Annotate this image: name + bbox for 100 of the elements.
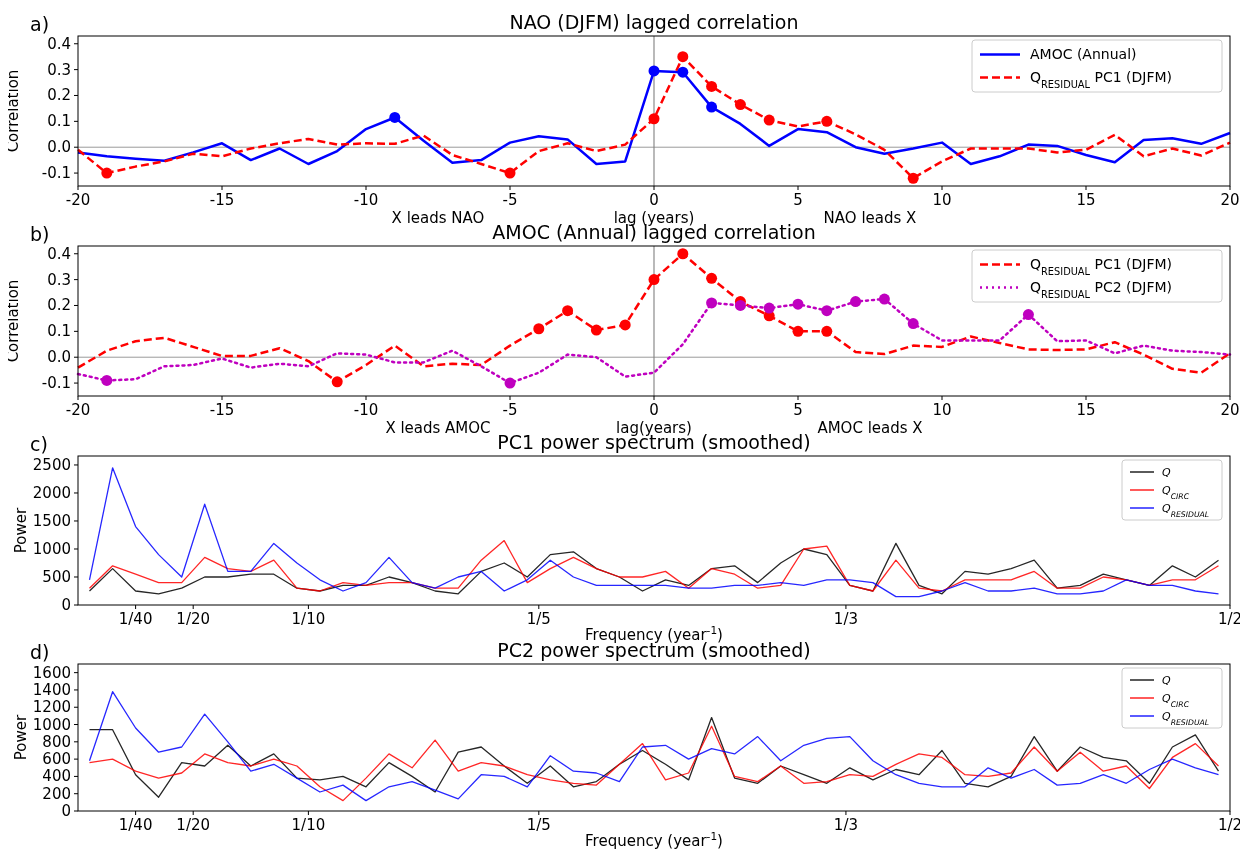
x-tick-label: 1/2 <box>1217 816 1243 834</box>
y-tick-label: 1000 <box>32 715 71 734</box>
y-tick-label: 0.1 <box>47 112 71 131</box>
point <box>504 167 516 179</box>
point <box>821 115 833 127</box>
x-tick-label: -15 <box>209 401 235 419</box>
y-tick-label: 400 <box>42 767 71 786</box>
point <box>389 111 401 123</box>
line-series <box>88 467 1220 598</box>
point <box>101 374 113 386</box>
y-tick-label: 1500 <box>32 511 71 530</box>
text: NAO leads X <box>823 209 917 227</box>
point <box>590 324 602 336</box>
x-tick-label: -5 <box>502 191 518 209</box>
y-tick-label: 0.3 <box>47 270 71 289</box>
point <box>706 272 718 284</box>
line-series <box>88 691 1220 802</box>
point <box>850 296 862 308</box>
legend-label: AMOC (Annual) <box>1030 46 1137 63</box>
y-tick-label: 500 <box>42 567 71 586</box>
y-tick-label: 0.1 <box>47 322 71 341</box>
line-series <box>88 725 1220 802</box>
point <box>562 305 574 317</box>
x-tick-label: -10 <box>353 191 379 209</box>
x-tick-label: -5 <box>502 401 518 419</box>
y-tick-label: -0.1 <box>41 164 71 183</box>
y-tick-label: 200 <box>42 784 71 803</box>
point <box>648 65 660 77</box>
point <box>504 377 516 389</box>
point <box>821 305 833 317</box>
y-tick-label: 1000 <box>32 539 71 558</box>
point <box>648 274 660 286</box>
text: X leads AMOC <box>385 419 491 437</box>
x-tick-label: 15 <box>1076 401 1096 419</box>
y-tick-label: 2500 <box>32 455 71 474</box>
point <box>677 51 689 63</box>
legend-label: Q$_{RESIDUAL}$ PC1 (DJFM) <box>1030 69 1173 90</box>
legend-label: Q$_{RESIDUAL}$ PC1 (DJFM) <box>1030 256 1173 277</box>
x-tick-label: 1/3 <box>833 816 858 834</box>
y-tick-label: 1400 <box>32 680 71 699</box>
y-tick-label: 1200 <box>32 698 71 717</box>
point <box>763 114 775 126</box>
x-tick-label: 1/40 <box>118 816 153 834</box>
y-tick-label: 0 <box>61 596 71 614</box>
x-tick-label: 1/3 <box>833 610 858 628</box>
x-tick-label: 15 <box>1076 191 1096 209</box>
point <box>706 80 718 92</box>
legend-label: Q$_{RESIDUAL}$ PC2 (DJFM) <box>1030 279 1173 300</box>
y-axis-title: Power <box>12 714 30 761</box>
text: AMOC leads X <box>817 419 923 437</box>
x-tick-label: 20 <box>1220 191 1240 209</box>
point <box>619 319 631 331</box>
x-tick-label: 5 <box>793 191 803 209</box>
x-tick-label: -10 <box>353 401 379 419</box>
point <box>792 298 804 310</box>
y-tick-label: 0.2 <box>47 86 71 105</box>
x-tick-label: 1/5 <box>526 610 551 628</box>
x-tick-label: 5 <box>793 401 803 419</box>
y-tick-label: 0.3 <box>47 60 71 79</box>
text: d) <box>30 641 50 663</box>
x-tick-label: 10 <box>932 191 952 209</box>
point <box>706 297 718 309</box>
y-tick-label: 0.2 <box>47 296 71 315</box>
y-tick-label: 2000 <box>32 483 71 502</box>
text: X leads NAO <box>391 209 485 227</box>
y-tick-label: 600 <box>42 750 71 769</box>
text: b) <box>30 223 50 245</box>
x-tick-label: 1/10 <box>291 610 326 628</box>
point <box>763 302 775 314</box>
x-axis-title: Frequency (year$^{-1}$) <box>585 830 723 850</box>
point <box>533 323 545 335</box>
y-tick-label: 1600 <box>32 663 71 682</box>
point <box>821 325 833 337</box>
point <box>907 318 919 330</box>
x-tick-label: 1/20 <box>176 816 211 834</box>
point <box>907 172 919 184</box>
y-axis-title: Power <box>12 507 30 554</box>
x-tick-label: 1/20 <box>176 610 211 628</box>
legend-label: Q$_{CIRC}$ <box>1162 483 1190 501</box>
point <box>706 101 718 113</box>
chart-title: NAO (DJFM) lagged correlation <box>509 11 799 33</box>
y-tick-label: 0.4 <box>47 244 71 263</box>
legend-label: Q$_{RESIDUAL}$ <box>1162 709 1210 727</box>
y-tick-label: -0.1 <box>41 374 71 393</box>
x-tick-label: -20 <box>65 401 91 419</box>
point <box>331 376 343 388</box>
text: c) <box>30 433 48 455</box>
legend-label: Q$_{CIRC}$ <box>1162 691 1190 709</box>
point <box>648 113 660 125</box>
x-tick-label: 1/40 <box>118 610 153 628</box>
y-tick-label: 0.4 <box>47 34 71 53</box>
x-tick-label: -15 <box>209 191 235 209</box>
x-tick-label: 20 <box>1220 401 1240 419</box>
x-tick-label: 0 <box>649 401 659 419</box>
point <box>734 99 746 111</box>
point <box>101 167 113 179</box>
x-tick-label: 1/10 <box>291 816 326 834</box>
x-tick-label: -20 <box>65 191 91 209</box>
legend-label: Q <box>1162 673 1171 687</box>
legend-label: Q <box>1162 465 1171 479</box>
